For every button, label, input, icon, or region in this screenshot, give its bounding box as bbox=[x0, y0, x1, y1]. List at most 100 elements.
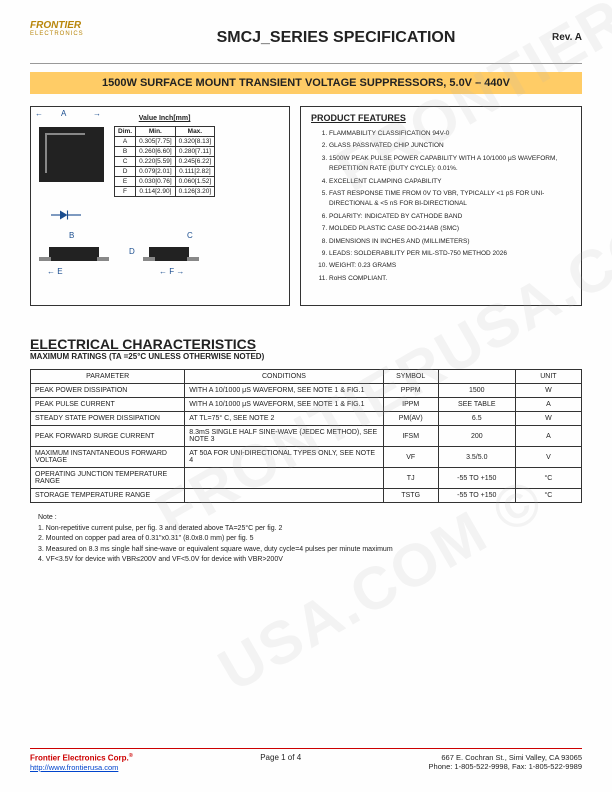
dim-col: Dim. bbox=[115, 127, 136, 137]
elec-cell: TSTG bbox=[383, 489, 438, 503]
elec-title: ELECTRICAL CHARACTERISTICS bbox=[30, 336, 582, 352]
company-name: Frontier Electronics Corp. bbox=[30, 754, 129, 763]
elec-cell: 3.5/5.0 bbox=[438, 447, 515, 468]
feature-item: 1500W PEAK PULSE POWER CAPABILITY WITH A… bbox=[329, 154, 571, 175]
elec-subtitle: MAXIMUM RATINGS (TA =25°C UNLESS OTHERWI… bbox=[30, 352, 582, 361]
dim-cell: C bbox=[115, 157, 136, 167]
elec-cell: PEAK FORWARD SURGE CURRENT bbox=[31, 426, 185, 447]
feature-item: LEADS: SOLDERABILITY PER MIL-STD-750 MET… bbox=[329, 249, 571, 259]
footer-link[interactable]: http://www.frontierusa.com bbox=[30, 763, 118, 772]
elec-cell: IFSM bbox=[383, 426, 438, 447]
arrow: ← bbox=[35, 109, 43, 118]
note-item: 2. Mounted on copper pad area of 0.31"x0… bbox=[38, 534, 582, 545]
elec-cell: W bbox=[515, 384, 581, 398]
footer: Frontier Electronics Corp.® http://www.f… bbox=[30, 748, 582, 772]
elec-cell: V bbox=[515, 447, 581, 468]
dim-cell: A bbox=[115, 137, 136, 147]
footer-company: Frontier Electronics Corp.® http://www.f… bbox=[30, 753, 133, 772]
dim-cell: 0.260[6.60] bbox=[136, 147, 176, 157]
dim-cell: 0.126[3.20] bbox=[175, 187, 215, 197]
elec-cell: 1500 bbox=[438, 384, 515, 398]
electrical-table: PARAMETER CONDITIONS SYMBOL UNIT PEAK PO… bbox=[30, 369, 582, 503]
package-side-view: B ← E bbox=[39, 235, 109, 275]
dim-cell: E bbox=[115, 177, 136, 187]
arrow: → bbox=[93, 109, 101, 118]
elec-cell: AT TL=75° C, SEE NOTE 2 bbox=[185, 412, 383, 426]
note-item: 3. Measured on 8.3 ms single half sine-w… bbox=[38, 545, 582, 556]
elec-cell: VF bbox=[383, 447, 438, 468]
dim-cell: 0.320[8.13] bbox=[175, 137, 215, 147]
dim-cell: 0.060[1.52] bbox=[175, 177, 215, 187]
logo: FRONTIER ELECTRONICS bbox=[30, 20, 120, 55]
dim-cell: B bbox=[115, 147, 136, 157]
notes: Note : 1. Non-repetitive current pulse, … bbox=[38, 513, 582, 566]
elec-cell: A bbox=[515, 426, 581, 447]
dim-table-title: Value Inch[mm] bbox=[114, 115, 215, 122]
top-section: A ← → Value Inch[mm] Dim. Min. Max. A0.3… bbox=[30, 106, 582, 306]
addr-line: 667 E. Cochran St., Simi Valley, CA 9306… bbox=[441, 753, 582, 762]
elec-cell: WITH A 10/1000 μS WAVEFORM, SEE NOTE 1 &… bbox=[185, 398, 383, 412]
footer-divider bbox=[30, 748, 582, 749]
features-list: FLAMMABILITY CLASSIFICATION 94V-0GLASS P… bbox=[329, 129, 571, 284]
addr-line: Phone: 1-805-522-9998, Fax: 1-805-522-99… bbox=[429, 762, 582, 771]
elec-cell: W bbox=[515, 412, 581, 426]
doc-title: SMCJ_SERIES SPECIFICATION bbox=[217, 29, 456, 47]
elec-cell: 8.3mS SINGLE HALF SINE-WAVE (JEDEC METHO… bbox=[185, 426, 383, 447]
elec-cell: PEAK POWER DISSIPATION bbox=[31, 384, 185, 398]
elec-cell: PM(AV) bbox=[383, 412, 438, 426]
dim-cell: F bbox=[115, 187, 136, 197]
dimension-table: Dim. Min. Max. A0.305[7.75]0.320[8.13]B0… bbox=[114, 126, 215, 197]
features-title: PRODUCT FEATURES bbox=[311, 113, 571, 123]
dim-col: Min. bbox=[136, 127, 176, 137]
logo-brand: FRONTIER bbox=[30, 20, 120, 31]
dim-cell: 0.220[5.59] bbox=[136, 157, 176, 167]
dim-cell: 0.114[2.90] bbox=[136, 187, 176, 197]
elec-cell bbox=[185, 468, 383, 489]
elec-cell: MAXIMUM INSTANTANEOUS FORWARD VOLTAGE bbox=[31, 447, 185, 468]
feature-item: DIMENSIONS IN INCHES AND (MILLIMETERS) bbox=[329, 237, 571, 247]
features-box: PRODUCT FEATURES FLAMMABILITY CLASSIFICA… bbox=[300, 106, 582, 306]
elec-cell: -55 TO +150 bbox=[438, 468, 515, 489]
package-diagram: A ← → Value Inch[mm] Dim. Min. Max. A0.3… bbox=[30, 106, 290, 306]
elec-cell: PEAK PULSE CURRENT bbox=[31, 398, 185, 412]
elec-cell: A bbox=[515, 398, 581, 412]
elec-cell: SEE TABLE bbox=[438, 398, 515, 412]
dim-cell: 0.030[0.76] bbox=[136, 177, 176, 187]
package-end-view: C D ← F → bbox=[139, 235, 209, 275]
elec-cell: °C bbox=[515, 489, 581, 503]
col-val bbox=[438, 370, 515, 384]
elec-cell: PPPM bbox=[383, 384, 438, 398]
banner: 1500W SURFACE MOUNT TRANSIENT VOLTAGE SU… bbox=[30, 72, 582, 94]
col-unit: UNIT bbox=[515, 370, 581, 384]
elec-cell: WITH A 10/1000 μS WAVEFORM, SEE NOTE 1 &… bbox=[185, 384, 383, 398]
elec-cell: IPPM bbox=[383, 398, 438, 412]
elec-cell bbox=[185, 489, 383, 503]
dim-cell: 0.079[2.01] bbox=[136, 167, 176, 177]
dim-cell: 0.111[2.82] bbox=[175, 167, 215, 177]
elec-cell: -55 TO +150 bbox=[438, 489, 515, 503]
feature-item: POLARITY: INDICATED BY CATHODE BAND bbox=[329, 212, 571, 222]
dim-cell: D bbox=[115, 167, 136, 177]
elec-cell: OPERATING JUNCTION TEMPERATURE RANGE bbox=[31, 468, 185, 489]
col-sym: SYMBOL bbox=[383, 370, 438, 384]
elec-cell: STEADY STATE POWER DISSIPATION bbox=[31, 412, 185, 426]
elec-cell: 200 bbox=[438, 426, 515, 447]
dim-col: Max. bbox=[175, 127, 215, 137]
diode-symbol-icon bbox=[51, 205, 81, 225]
footer-address: 667 E. Cochran St., Simi Valley, CA 9306… bbox=[429, 753, 582, 772]
note-item: 4. VF<3.5V for device with VBR≤200V and … bbox=[38, 555, 582, 566]
notes-label: Note : bbox=[38, 514, 57, 521]
elec-cell: STORAGE TEMPERATURE RANGE bbox=[31, 489, 185, 503]
revision: Rev. A bbox=[552, 32, 582, 43]
dim-A: A bbox=[61, 109, 66, 118]
package-top-view bbox=[39, 127, 104, 182]
logo-sub: ELECTRONICS bbox=[30, 31, 120, 37]
col-cond: CONDITIONS bbox=[185, 370, 383, 384]
divider bbox=[30, 63, 582, 64]
page-number: Page 1 of 4 bbox=[260, 753, 301, 772]
elec-cell: 6.5 bbox=[438, 412, 515, 426]
elec-cell: TJ bbox=[383, 468, 438, 489]
dim-cell: 0.305[7.75] bbox=[136, 137, 176, 147]
feature-item: FLAMMABILITY CLASSIFICATION 94V-0 bbox=[329, 129, 571, 139]
dim-cell: 0.280[7.11] bbox=[175, 147, 215, 157]
